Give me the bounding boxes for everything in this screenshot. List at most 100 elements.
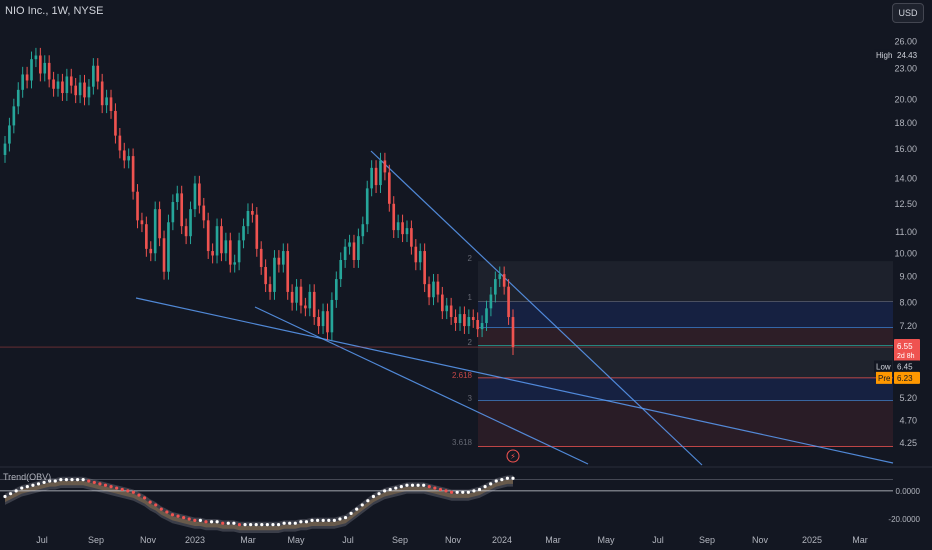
candle-body xyxy=(401,222,404,235)
candle-body xyxy=(158,209,161,239)
y-tick-label: 11.00 xyxy=(895,227,917,237)
candle-body xyxy=(145,224,148,249)
indicator-tick-label: 0.0000 xyxy=(896,487,921,496)
indicator-dot xyxy=(500,478,504,482)
candle-body xyxy=(281,251,285,265)
candle-body xyxy=(131,156,135,192)
x-tick-label: Nov xyxy=(752,535,769,545)
indicator-dot xyxy=(271,522,275,527)
candle-body xyxy=(8,125,11,144)
candle-body xyxy=(127,156,131,161)
candle-body xyxy=(268,284,272,292)
candle-body xyxy=(198,183,201,206)
indicator-dot xyxy=(260,522,264,527)
candle-body xyxy=(105,97,108,106)
candle-body xyxy=(286,251,290,292)
y-tick-label: 26.00 xyxy=(894,36,917,46)
candle-body xyxy=(47,62,51,80)
candle-body xyxy=(43,62,47,74)
candle-body xyxy=(414,246,418,263)
candle-body xyxy=(237,240,241,263)
indicator-dot xyxy=(293,521,297,525)
indicator-dot xyxy=(304,520,309,524)
candle-body xyxy=(52,79,55,89)
candle-body xyxy=(21,74,24,90)
candle-body xyxy=(396,222,400,231)
candle-body xyxy=(92,65,95,87)
candle-body xyxy=(295,286,298,303)
candle-body xyxy=(12,106,16,126)
candle-body xyxy=(224,240,228,254)
indicator-dot xyxy=(176,514,180,518)
candle-body xyxy=(410,228,413,247)
y-tick-label: 20.00 xyxy=(894,95,917,105)
indicator-dot xyxy=(455,490,459,494)
fib-label: 2 xyxy=(468,338,473,347)
indicator-dot xyxy=(237,522,242,527)
candle-body xyxy=(162,238,166,272)
indicator-dot xyxy=(31,483,35,487)
candle-body xyxy=(136,191,139,221)
indicator-dot xyxy=(249,522,253,527)
x-tick-label: Sep xyxy=(392,535,408,545)
x-tick-label: 2025 xyxy=(802,535,822,545)
indicator-dot xyxy=(70,478,74,482)
indicator-dot xyxy=(115,486,119,490)
x-tick-label: Mar xyxy=(852,535,868,545)
candle-body xyxy=(485,308,488,324)
candle-body xyxy=(118,135,122,151)
candle-body xyxy=(114,110,117,136)
fib-label: 2 xyxy=(468,254,473,263)
candle-body xyxy=(74,85,78,96)
indicator-dot xyxy=(422,483,426,487)
candle-body xyxy=(480,323,484,330)
indicator-dot xyxy=(142,496,147,500)
indicator-dot xyxy=(42,480,46,485)
currency-button[interactable]: USD xyxy=(892,3,924,23)
high-badge-label: High xyxy=(876,51,892,60)
indicator-dot xyxy=(511,476,515,480)
candle-body xyxy=(175,193,179,203)
candle-body xyxy=(370,167,373,189)
candle-body xyxy=(427,284,431,298)
indicator-dot xyxy=(416,483,420,487)
alert-icon-glyph: ⚡ xyxy=(510,452,516,461)
fib-zone xyxy=(478,261,893,302)
candle-body xyxy=(87,86,91,98)
candle-body xyxy=(109,97,113,111)
candle-body xyxy=(78,82,82,96)
candle-body xyxy=(494,279,497,295)
candle-body xyxy=(330,299,334,333)
candle-body xyxy=(304,305,307,309)
indicator-dot xyxy=(316,518,320,522)
indicator-cloud xyxy=(5,475,513,534)
candle-body xyxy=(374,167,378,186)
x-tick-label: Sep xyxy=(699,535,715,545)
y-tick-label: 5.20 xyxy=(899,393,917,403)
indicator-dot xyxy=(193,518,197,522)
indicator-dot xyxy=(282,521,286,525)
x-tick-label: May xyxy=(287,535,305,545)
indicator-dot xyxy=(137,493,141,497)
pre-badge-bg xyxy=(894,371,920,384)
candle-body xyxy=(387,172,391,204)
candle-body xyxy=(511,317,515,348)
indicator-dot xyxy=(427,485,431,489)
x-tick-label: Nov xyxy=(445,535,462,545)
y-tick-label: 4.25 xyxy=(899,438,917,448)
price-badge-bg xyxy=(894,339,920,362)
indicator-dot xyxy=(366,499,370,503)
y-tick-label: 8.00 xyxy=(899,298,917,308)
indicator-dot xyxy=(276,522,281,527)
fib-zone xyxy=(478,301,893,328)
indicator-dot xyxy=(92,480,96,485)
candle-body xyxy=(167,222,170,272)
candle-body xyxy=(277,257,281,265)
indicator-dot xyxy=(204,520,208,524)
candle-body xyxy=(418,251,422,263)
indicator-dot xyxy=(371,494,376,499)
high-badge: High 24.43 xyxy=(874,49,920,62)
trend-line xyxy=(370,150,703,466)
indicator-dot xyxy=(182,515,186,520)
